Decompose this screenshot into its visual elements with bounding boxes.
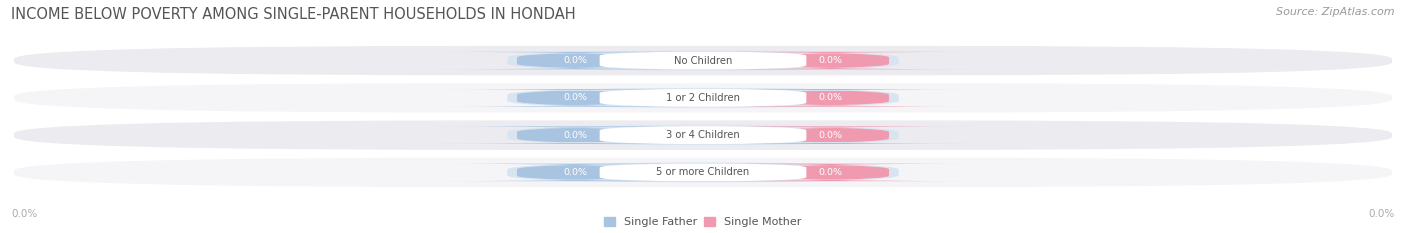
Text: 0.0%: 0.0% <box>1368 209 1395 219</box>
Text: No Children: No Children <box>673 56 733 65</box>
FancyBboxPatch shape <box>508 125 898 146</box>
FancyBboxPatch shape <box>508 50 898 71</box>
Text: 0.0%: 0.0% <box>564 93 588 102</box>
FancyBboxPatch shape <box>599 89 806 107</box>
FancyBboxPatch shape <box>682 52 979 69</box>
Text: 0.0%: 0.0% <box>564 56 588 65</box>
FancyBboxPatch shape <box>427 52 724 69</box>
FancyBboxPatch shape <box>508 87 898 108</box>
Legend: Single Father, Single Mother: Single Father, Single Mother <box>605 217 801 227</box>
Text: 0.0%: 0.0% <box>564 131 588 140</box>
FancyBboxPatch shape <box>599 163 806 182</box>
Text: 0.0%: 0.0% <box>564 168 588 177</box>
FancyBboxPatch shape <box>682 126 979 144</box>
Text: 0.0%: 0.0% <box>11 209 38 219</box>
Text: Source: ZipAtlas.com: Source: ZipAtlas.com <box>1277 7 1395 17</box>
Text: 1 or 2 Children: 1 or 2 Children <box>666 93 740 103</box>
FancyBboxPatch shape <box>427 126 724 144</box>
Text: 0.0%: 0.0% <box>818 56 842 65</box>
FancyBboxPatch shape <box>682 164 979 181</box>
Text: INCOME BELOW POVERTY AMONG SINGLE-PARENT HOUSEHOLDS IN HONDAH: INCOME BELOW POVERTY AMONG SINGLE-PARENT… <box>11 7 576 22</box>
Text: 5 or more Children: 5 or more Children <box>657 168 749 177</box>
FancyBboxPatch shape <box>14 158 1392 187</box>
FancyBboxPatch shape <box>682 89 979 107</box>
Text: 0.0%: 0.0% <box>818 168 842 177</box>
Text: 0.0%: 0.0% <box>818 131 842 140</box>
FancyBboxPatch shape <box>427 89 724 107</box>
FancyBboxPatch shape <box>427 164 724 181</box>
FancyBboxPatch shape <box>14 120 1392 150</box>
FancyBboxPatch shape <box>599 51 806 70</box>
FancyBboxPatch shape <box>14 83 1392 113</box>
FancyBboxPatch shape <box>508 162 898 183</box>
Text: 3 or 4 Children: 3 or 4 Children <box>666 130 740 140</box>
Text: 0.0%: 0.0% <box>818 93 842 102</box>
FancyBboxPatch shape <box>599 126 806 144</box>
FancyBboxPatch shape <box>14 46 1392 75</box>
